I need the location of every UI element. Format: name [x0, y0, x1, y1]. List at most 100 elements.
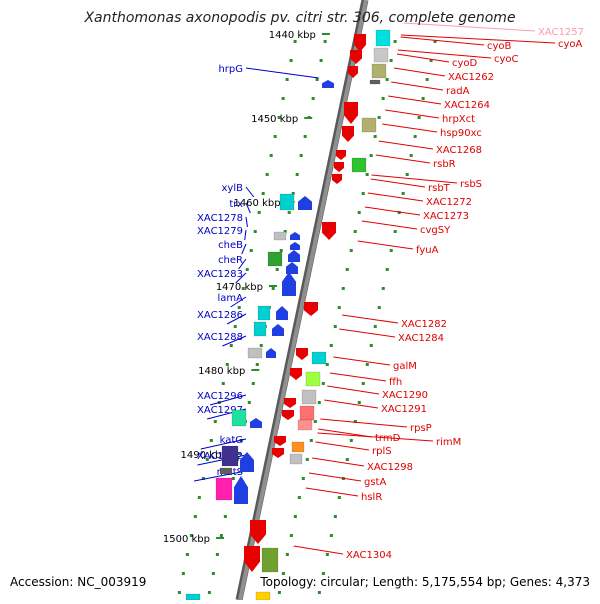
genome-stats-text: Topology: circular; Length: 5,175,554 bp… [260, 575, 590, 589]
reverse-gene-arrow [344, 102, 358, 124]
gene-block [267, 251, 283, 267]
reverse-gene-arrow [272, 448, 284, 458]
right-leader-line [393, 67, 446, 77]
right-leader-line [305, 487, 359, 497]
gene-block [257, 305, 271, 321]
left-gene-label: katG [220, 435, 243, 446]
right-leader-line [388, 95, 442, 105]
reverse-gene-arrow [274, 436, 286, 446]
right-leader-line [400, 36, 485, 46]
gene-block [291, 441, 305, 453]
left-gene-label: XAC1286 [197, 310, 243, 321]
right-gene-label: ffh [389, 377, 402, 388]
reverse-gene-arrow [244, 546, 260, 572]
left-gene-label: XAC1283 [197, 269, 243, 280]
right-leader-line [382, 123, 438, 133]
right-leader-line [329, 372, 387, 382]
reverse-gene-arrow [342, 126, 354, 142]
right-gene-label: XAC1282 [401, 319, 447, 330]
right-leader-line [320, 418, 408, 428]
gene-block [375, 29, 391, 47]
right-gene-label: XAC1262 [448, 72, 494, 83]
forward-gene-arrow [282, 272, 296, 296]
right-leader-line [361, 220, 418, 230]
forward-gene-arrow [250, 418, 262, 428]
forward-gene-arrow [266, 348, 276, 358]
right-gene-label: XAC1268 [436, 145, 482, 156]
left-leader-line [209, 394, 247, 406]
guide-right-inner [277, 40, 397, 594]
reverse-gene-arrow [348, 66, 358, 78]
right-leader-line [367, 192, 424, 202]
right-gene-label: XAC1264 [444, 100, 490, 111]
forward-gene-arrow [298, 196, 312, 210]
right-leader-line [318, 428, 373, 438]
gene-block [371, 63, 387, 79]
left-leader-line [230, 296, 247, 308]
gene-block [219, 467, 233, 475]
right-gene-label: rpsP [410, 423, 432, 434]
right-gene-label: cyoD [452, 58, 478, 69]
right-gene-label: XAC1273 [423, 211, 469, 222]
left-gene-label: xylB [222, 183, 244, 194]
right-gene-label: cyoC [494, 54, 519, 65]
gene-block [215, 477, 233, 501]
right-leader-line [317, 432, 434, 442]
right-leader-line [315, 441, 370, 451]
right-gene-label: rplS [372, 446, 392, 457]
right-leader-line [364, 206, 421, 216]
right-leader-line [385, 109, 440, 119]
right-gene-label: XAC1284 [398, 333, 444, 344]
left-leader-line [245, 67, 319, 79]
left-leader-line [241, 243, 247, 255]
right-gene-label: hsp90xc [440, 128, 482, 139]
right-leader-line [391, 81, 444, 91]
left-gene-label: XAC1278 [197, 213, 243, 224]
gene-block [261, 547, 279, 573]
left-leader-line [245, 186, 255, 198]
right-leader-line [403, 22, 536, 32]
scale-label: 1480 kbp [198, 366, 245, 377]
gene-block [185, 593, 201, 601]
right-leader-line [357, 240, 414, 250]
left-gene-label: XAC1302 [197, 451, 243, 462]
reverse-gene-arrow [322, 222, 336, 240]
left-gene-label: XAC1288 [197, 332, 243, 343]
forward-gene-arrow [290, 242, 300, 250]
right-gene-label: cyoA [558, 39, 583, 50]
gene-block [231, 409, 247, 427]
right-leader-line [339, 328, 396, 338]
right-gene-label: XAC1272 [426, 197, 472, 208]
scale-label: 1500 kbp [163, 534, 210, 545]
gene-block [253, 321, 267, 337]
left-gene-label: cheR [218, 255, 243, 266]
reverse-gene-arrow [304, 302, 318, 316]
right-leader-line [327, 385, 380, 395]
left-gene-label: XAC1279 [197, 226, 243, 237]
scale-label: 1440 kbp [269, 30, 316, 41]
gene-block [247, 347, 263, 359]
forward-gene-arrow [234, 476, 248, 504]
right-leader-line [396, 53, 450, 63]
left-leader-line [244, 229, 247, 241]
right-leader-line [293, 545, 344, 555]
forward-gene-arrow [240, 452, 254, 472]
forward-gene-arrow [272, 324, 284, 336]
left-gene-label: XAC1297 [197, 405, 243, 416]
gene-block [221, 445, 239, 467]
right-gene-label: hslR [361, 492, 382, 503]
gene-block [373, 47, 389, 63]
gene-block [301, 389, 317, 405]
right-leader-line [324, 399, 379, 409]
reverse-gene-arrow [290, 368, 302, 380]
gene-block [369, 79, 381, 85]
right-leader-line [378, 140, 434, 150]
left-leader-line [193, 470, 247, 482]
right-gene-label: rsbT [428, 183, 451, 194]
right-gene-label: rsbR [433, 159, 456, 170]
right-gene-label: gstA [364, 477, 386, 488]
gene-block [297, 419, 313, 431]
right-gene-label: cvgSY [420, 225, 451, 236]
left-gene-label: XAC1296 [197, 391, 243, 402]
